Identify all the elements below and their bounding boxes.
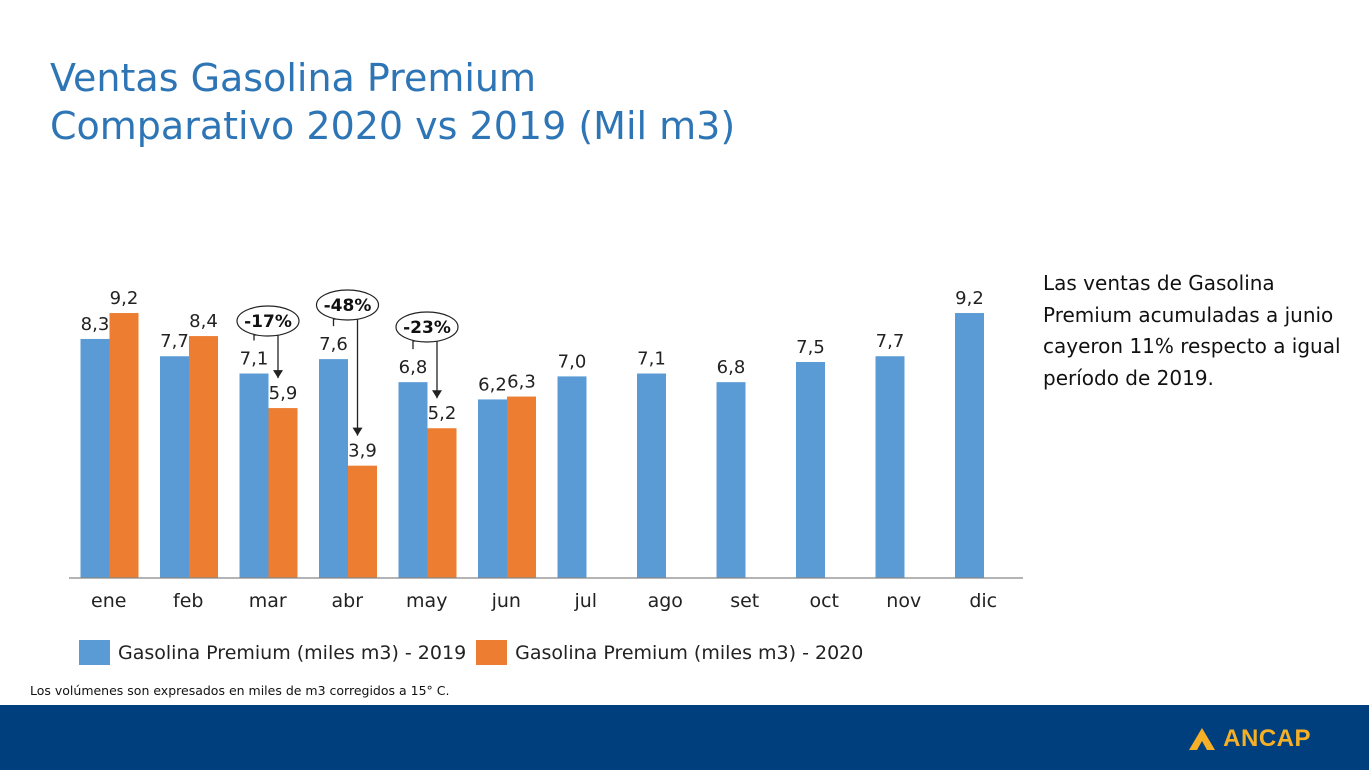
legend-item-2020: Gasolina Premium (miles m3) - 2020 — [476, 640, 863, 665]
x-tick-feb: feb — [173, 590, 203, 612]
change-bubble-abr — [315, 289, 380, 321]
data-label-jul-2019: 7,0 — [558, 351, 587, 372]
change-label-mar: -17% — [244, 312, 292, 332]
x-tick-abr: abr — [331, 590, 363, 612]
x-tick-mar: mar — [249, 590, 287, 612]
x-tick-oct: oct — [809, 590, 839, 612]
legend-label-2020: Gasolina Premium (miles m3) - 2020 — [515, 641, 864, 664]
legend-swatch-2020 — [476, 640, 508, 665]
data-label-mar-2019: 7,1 — [240, 349, 269, 370]
bar-nov-2019 — [875, 356, 905, 578]
change-arrow-head-abr — [352, 427, 363, 436]
data-label-abr-2020: 3,9 — [348, 441, 377, 462]
x-tick-ene: ene — [91, 590, 126, 612]
x-tick-jun: jun — [491, 590, 521, 612]
title-line-2: Comparativo 2020 vs 2019 (Mil m3) — [50, 104, 736, 148]
bar-ene-2019 — [80, 338, 110, 578]
bar-dic-2019 — [955, 313, 984, 578]
data-label-feb-2019: 7,7 — [160, 331, 189, 352]
data-label-ene-2020: 9,2 — [110, 288, 139, 309]
data-label-ene-2019: 8,3 — [81, 314, 110, 335]
change-arrow-head-mar — [273, 370, 283, 379]
bar-ene-2020 — [109, 313, 139, 578]
bar-feb-2019 — [160, 356, 189, 578]
x-tick-set: set — [730, 590, 759, 612]
brand-name: ANCAP — [1223, 725, 1311, 752]
change-arrow-head-may — [432, 390, 442, 399]
bar-jun-2019 — [478, 399, 507, 578]
bar-abr-2020 — [348, 465, 377, 578]
x-tick-nov: nov — [886, 590, 921, 612]
bar-feb-2020 — [189, 336, 218, 578]
bar-set-2019 — [716, 382, 746, 578]
change-label-may: -23% — [403, 318, 451, 338]
legend-item-2019: Gasolina Premium (miles m3) - 2019 — [79, 640, 466, 665]
data-label-jun-2019: 6,2 — [478, 374, 507, 395]
x-tick-jul: jul — [573, 590, 597, 612]
bar-oct-2019 — [796, 362, 825, 578]
change-bubble-may — [395, 311, 459, 343]
bar-may-2019 — [398, 382, 428, 578]
bar-may-2020 — [427, 428, 457, 578]
bar-jun-2020 — [507, 396, 536, 578]
page-title: Ventas Gasolina Premium Comparativo 2020… — [50, 54, 735, 150]
data-label-oct-2019: 7,5 — [796, 337, 825, 358]
data-label-mar-2020: 5,9 — [269, 383, 298, 404]
footer-bar: ANCAP — [0, 705, 1369, 770]
bar-mar-2020 — [268, 408, 298, 578]
data-label-may-2020: 5,2 — [428, 403, 457, 424]
data-label-feb-2020: 8,4 — [189, 311, 218, 332]
data-label-may-2019: 6,8 — [399, 357, 428, 378]
data-label-set-2019: 6,8 — [717, 357, 746, 378]
summary-note: Las ventas de Gasolina Premium acumulada… — [1043, 271, 1341, 390]
change-label-abr: -48% — [324, 296, 372, 316]
data-label-dic-2019: 9,2 — [955, 288, 984, 309]
ancap-logo: ANCAP — [1189, 725, 1311, 753]
bar-ago-2019 — [637, 373, 666, 578]
logo-triangle-icon — [1189, 728, 1216, 750]
legend-swatch-2019 — [79, 640, 110, 665]
change-bubble-mar — [236, 305, 300, 337]
x-tick-may: may — [406, 590, 447, 612]
data-label-abr-2019: 7,6 — [319, 334, 348, 355]
bar-abr-2019 — [319, 359, 348, 578]
footnote: Los volúmenes son expresados en miles de… — [30, 683, 450, 698]
bar-chart: 8,39,2ene7,78,4feb7,15,9mar7,63,9abr6,85… — [69, 288, 1023, 612]
x-tick-dic: dic — [969, 590, 997, 612]
data-label-nov-2019: 7,7 — [876, 331, 905, 352]
bar-mar-2019 — [239, 373, 269, 578]
legend-label-2019: Gasolina Premium (miles m3) - 2019 — [118, 641, 467, 664]
data-label-jun-2020: 6,3 — [507, 372, 536, 393]
chart-legend: Gasolina Premium (miles m3) - 2019 Gasol… — [79, 640, 873, 665]
x-tick-ago: ago — [648, 590, 683, 612]
data-label-ago-2019: 7,1 — [637, 349, 666, 370]
bar-jul-2019 — [557, 376, 587, 578]
title-line-1: Ventas Gasolina Premium — [50, 56, 537, 100]
